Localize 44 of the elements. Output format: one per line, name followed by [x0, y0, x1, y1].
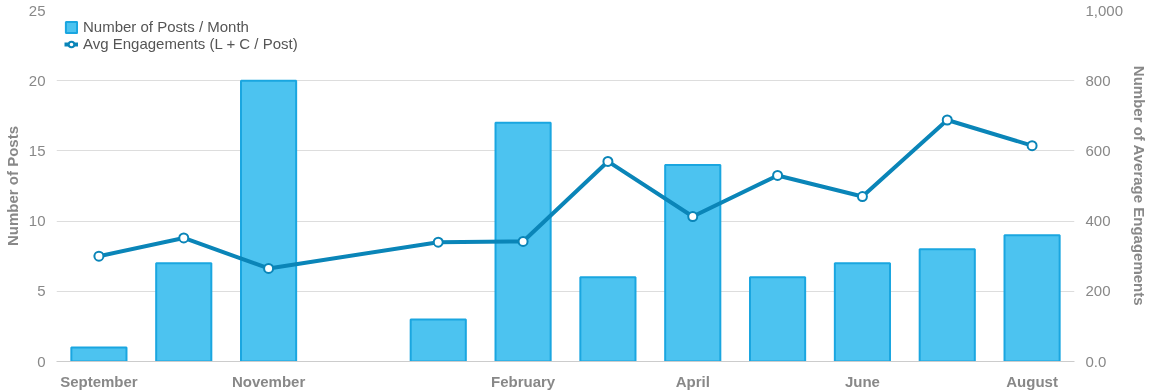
bar [833, 262, 891, 362]
legend-label: Avg Engagements (L + C / Post) [83, 35, 298, 52]
point [941, 114, 953, 126]
point [602, 155, 614, 167]
x-tick-label: August [1006, 372, 1058, 390]
point [432, 236, 444, 248]
y2-axis-title: Number of Average Engagements [1131, 65, 1149, 306]
y2-tick-label: 1,000 [1085, 1, 1124, 19]
point [687, 211, 699, 223]
bar [749, 276, 807, 362]
bar [155, 262, 213, 362]
x-tick-label: November [231, 372, 306, 390]
y-tick-label: 5 [37, 282, 46, 300]
x-tick-label: June [844, 372, 880, 390]
y-tick-label: 20 [28, 71, 46, 89]
point [1026, 140, 1038, 152]
y2-tick-label: 0.0 [1085, 352, 1107, 370]
y-tick-label: 25 [28, 1, 46, 19]
bar [409, 318, 467, 362]
y2-tick-label: 800 [1085, 71, 1111, 89]
y-tick-label: 10 [28, 212, 46, 230]
bar [918, 248, 976, 362]
y2-tick-label: 400 [1085, 212, 1111, 230]
x-tick-label: September [60, 372, 138, 390]
bar [240, 79, 298, 362]
point [263, 262, 275, 274]
legend-label: Number of Posts / Month [83, 18, 249, 35]
point [856, 191, 868, 203]
x-tick-label: April [675, 372, 710, 390]
bar [70, 346, 128, 362]
point [772, 169, 784, 181]
point [517, 235, 529, 247]
bar [664, 163, 722, 362]
point [178, 232, 190, 244]
y2-tick-label: 600 [1085, 141, 1111, 159]
bar [1003, 234, 1061, 362]
y2-tick-label: 200 [1085, 282, 1111, 300]
bar [579, 276, 637, 362]
y-tick-label: 15 [28, 141, 46, 159]
point [93, 250, 105, 262]
y-tick-label: 0 [37, 352, 46, 370]
bar [494, 121, 552, 362]
x-tick-label: February [490, 372, 556, 390]
y-axis-title: Number of Posts [3, 125, 21, 247]
